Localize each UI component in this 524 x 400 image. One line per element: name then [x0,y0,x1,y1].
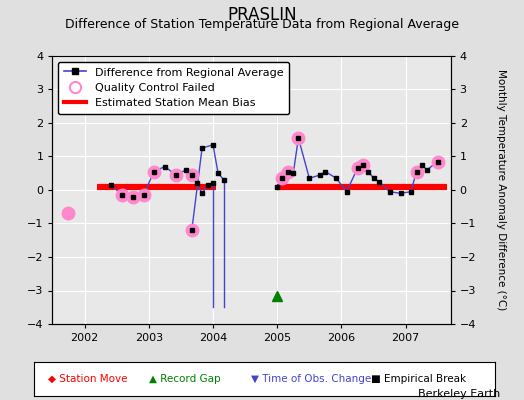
Y-axis label: Monthly Temperature Anomaly Difference (°C): Monthly Temperature Anomaly Difference (… [496,69,506,311]
Text: Berkeley Earth: Berkeley Earth [418,389,500,399]
Legend: Difference from Regional Average, Quality Control Failed, Estimated Station Mean: Difference from Regional Average, Qualit… [58,62,289,114]
Text: ▲ Record Gap: ▲ Record Gap [149,374,221,384]
Text: Difference of Station Temperature Data from Regional Average: Difference of Station Temperature Data f… [65,18,459,31]
Text: PRASLIN: PRASLIN [227,6,297,24]
Text: ■ Empirical Break: ■ Empirical Break [370,374,466,384]
Text: ▼ Time of Obs. Change: ▼ Time of Obs. Change [251,374,371,384]
Text: ◆ Station Move: ◆ Station Move [48,374,127,384]
